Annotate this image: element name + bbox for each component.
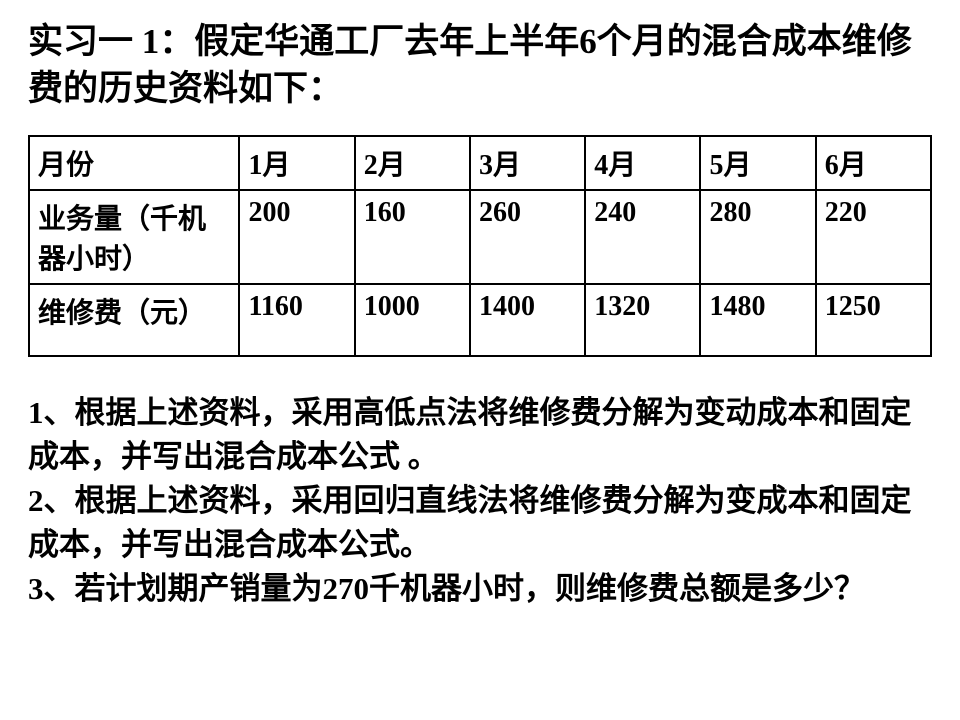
table-cell: 240 [585,190,700,284]
table-cell: 1320 [585,284,700,356]
data-table: 月份 1月 2月 3月 4月 5月 6月 业务量（千机器小时） 200 160 … [28,135,932,357]
title-rest: ：假定华通工厂去年上半年6个月的混合成本维修费的历史资料如下： [28,22,912,108]
question-2: 2、根据上述资料，采用回归直线法将维修费分解为变成本和固定成本，并写出混合成本公… [28,479,932,567]
table-cell: 1250 [816,284,931,356]
table-cell: 280 [700,190,815,284]
question-1: 1、根据上述资料，采用高低点法将维修费分解为变动成本和固定成本，并写出混合成本公… [28,391,932,479]
header-label: 月份 [29,136,239,190]
table-cell: 220 [816,190,931,284]
table-cell: 160 [355,190,470,284]
row-label: 业务量（千机器小时） [29,190,239,284]
header-col: 1月 [239,136,354,190]
table-cell: 1480 [700,284,815,356]
header-col: 5月 [700,136,815,190]
header-col: 2月 [355,136,470,190]
table-row: 业务量（千机器小时） 200 160 260 240 280 220 [29,190,931,284]
header-col: 3月 [470,136,585,190]
title-lead-num: 1 [133,22,159,61]
table-row: 维修费（元） 1160 1000 1400 1320 1480 1250 [29,284,931,356]
table-header-row: 月份 1月 2月 3月 4月 5月 6月 [29,136,931,190]
questions-block: 1、根据上述资料，采用高低点法将维修费分解为变动成本和固定成本，并写出混合成本公… [28,391,932,611]
table-cell: 1400 [470,284,585,356]
table-cell: 1160 [239,284,354,356]
table-cell: 1000 [355,284,470,356]
table-cell: 200 [239,190,354,284]
header-col: 6月 [816,136,931,190]
exercise-title: 实习一 1：假定华通工厂去年上半年6个月的混合成本维修费的历史资料如下： [28,18,932,113]
table-cell: 260 [470,190,585,284]
title-lead: 实习一 [28,22,133,61]
question-3: 3、若计划期产销量为270千机器小时，则维修费总额是多少？ [28,567,932,611]
header-col: 4月 [585,136,700,190]
row-label: 维修费（元） [29,284,239,356]
